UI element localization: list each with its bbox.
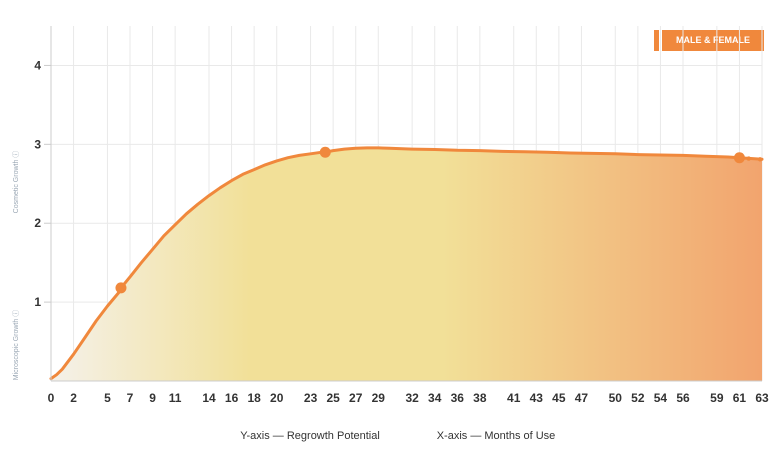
- x-tick-label: 61: [733, 391, 747, 405]
- y-tick-label: 1: [34, 295, 41, 309]
- highlight-point[interactable]: [733, 152, 745, 164]
- x-tick-label: 56: [676, 391, 690, 405]
- legend-accent-bar: [654, 30, 659, 51]
- x-axis-caption: X-axis — Months of Use: [437, 430, 556, 442]
- x-tick-label: 14: [202, 391, 216, 405]
- microscopic-growth-label: Microscopic Growth ⓘ: [12, 310, 20, 380]
- cosmetic-growth-label: Cosmetic Growth ⓘ: [12, 151, 20, 214]
- x-tick-label: 38: [473, 391, 487, 405]
- x-tick-label: 20: [270, 391, 284, 405]
- regrowth-line: [49, 146, 764, 381]
- regrowth-area: [51, 147, 762, 381]
- x-tick-label: 11: [169, 391, 182, 405]
- y-tick-label: 3: [34, 137, 41, 151]
- x-tick-label: 0: [48, 391, 55, 405]
- x-tick-label: 5: [104, 391, 111, 405]
- x-tick-label: 59: [710, 391, 724, 405]
- x-tick-label: 7: [127, 391, 134, 405]
- y-axis-ticks: 1 2 3 4: [34, 58, 51, 309]
- y-axis-caption: Y-axis — Regrowth Potential: [240, 430, 380, 442]
- y-tick-label: 2: [34, 216, 41, 230]
- x-tick-label: 41: [507, 391, 521, 405]
- x-tick-label: 32: [405, 391, 419, 405]
- x-tick-label: 52: [631, 391, 645, 405]
- x-tick-label: 2: [70, 391, 77, 405]
- x-tick-label: 29: [372, 391, 386, 405]
- x-axis-ticks: 0 2 5 7 9 11 14 16 18 20 23 25 27 29 32 34 36 38 41 43 45 47 5…: [48, 391, 769, 405]
- x-tick-label: 16: [225, 391, 239, 405]
- x-tick-label: 54: [654, 391, 668, 405]
- x-tick-label: 18: [247, 391, 261, 405]
- trailing-dot: [746, 156, 751, 161]
- x-tick-label: 43: [530, 391, 544, 405]
- x-tick-label: 63: [755, 391, 769, 405]
- male-female-filter-button[interactable]: MALE & FEMALE: [662, 30, 764, 51]
- x-tick-label: 25: [326, 391, 340, 405]
- x-tick-label: 36: [451, 391, 465, 405]
- x-tick-label: 50: [609, 391, 623, 405]
- x-tick-label: 47: [575, 391, 589, 405]
- x-tick-label: 34: [428, 391, 442, 405]
- highlight-point[interactable]: [115, 282, 127, 294]
- highlight-point[interactable]: [319, 146, 331, 158]
- x-tick-label: 27: [349, 391, 363, 405]
- x-tick-label: 9: [149, 391, 156, 405]
- y-tick-label: 4: [34, 58, 41, 72]
- x-tick-label: 45: [552, 391, 566, 405]
- x-tick-label: 23: [304, 391, 318, 405]
- trailing-dot: [757, 157, 763, 162]
